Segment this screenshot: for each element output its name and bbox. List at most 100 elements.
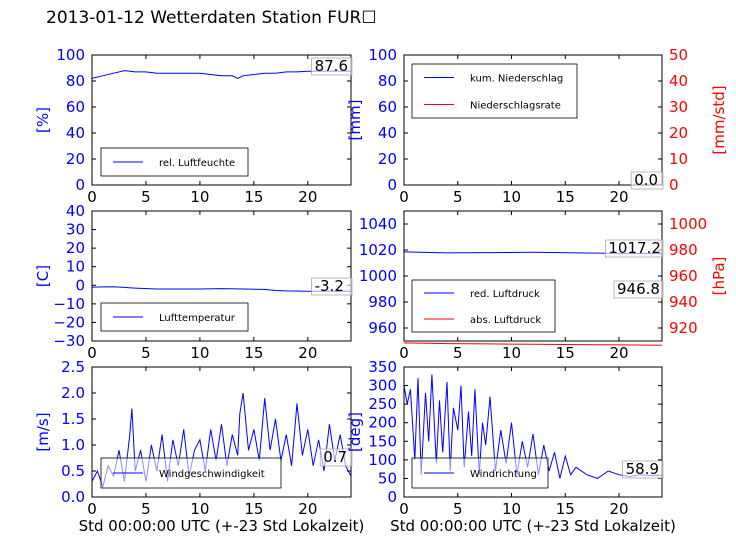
y-tick-label-3-3: 1020 <box>359 241 397 259</box>
x-tick-label-1-2: 10 <box>502 188 521 206</box>
y-axis-label-0: [%] <box>34 107 52 133</box>
y-tick-label-5-7: 350 <box>368 358 397 376</box>
y2-axis-label-3: [hPa] <box>710 257 728 296</box>
y-tick-label-5-3: 150 <box>368 432 397 450</box>
y2-tick-label-1-1: 10 <box>669 150 688 168</box>
y2-tick-label-3-3: 980 <box>669 241 698 259</box>
y-axis-label-1: [mm] <box>346 100 364 141</box>
x-tick-label-0-2: 10 <box>190 188 209 206</box>
y-axis-label-5: [deg] <box>346 412 364 452</box>
y-tick-label-5-4: 200 <box>368 414 397 432</box>
y-tick-label-5-5: 250 <box>368 395 397 413</box>
x-tick-label-0-0: 0 <box>87 188 97 206</box>
y-tick-label-1-5: 100 <box>368 46 397 64</box>
y-tick-label-4-2: 1.0 <box>61 436 85 454</box>
y-tick-label-1-4: 80 <box>378 72 397 90</box>
y-tick-label-2-5: 20 <box>66 239 85 257</box>
x-tick-label-5-4: 20 <box>609 500 628 518</box>
y2-tick-label-1-3: 30 <box>669 98 688 116</box>
y2-tick-label-3-0: 920 <box>669 319 698 337</box>
y2-tick-label-3-2: 960 <box>669 267 698 285</box>
x-tick-label-2-2: 10 <box>190 344 209 362</box>
y-tick-label-2-1: −20 <box>53 313 85 331</box>
x-tick-label-3-3: 15 <box>556 344 575 362</box>
y2-tick-label-1-4: 40 <box>669 72 688 90</box>
series-line-4-0 <box>91 392 352 489</box>
precipitation-panel: 0 5 10 15 20 0 20 40 60 80 100 0 10 20 30 40 50 [mm] [mm/s… <box>346 46 728 206</box>
legend-entry-2-0: Lufttemperatur <box>159 313 236 324</box>
y-tick-label-1-3: 60 <box>378 98 397 116</box>
x-tick-label-1-0: 0 <box>399 188 409 206</box>
y2-tick-label-3-1: 940 <box>669 293 698 311</box>
x-tick-label-0-1: 5 <box>141 188 151 206</box>
y-tick-label-0-4: 80 <box>66 72 85 90</box>
x-tick-label-5-1: 5 <box>453 500 463 518</box>
x-tick-label-2-1: 5 <box>141 344 151 362</box>
y-tick-label-2-3: 0 <box>75 276 85 294</box>
y-tick-label-5-0: 0 <box>387 488 397 506</box>
y-tick-label-3-2: 1000 <box>359 267 397 285</box>
x-tick-label-3-0: 0 <box>399 344 409 362</box>
y-tick-label-5-6: 300 <box>368 377 397 395</box>
y-tick-label-3-0: 960 <box>368 319 397 337</box>
last-value-label2-3-box <box>613 280 664 299</box>
last-value-label-4-box <box>319 448 353 467</box>
y-tick-label-2-4: 10 <box>66 258 85 276</box>
legend-entry-1-0: kum. Niederschlag <box>470 74 563 85</box>
y-tick-label-2-2: −10 <box>53 295 85 313</box>
y-axis-label-4: [m/s] <box>34 412 52 451</box>
humidity-panel: 0 5 10 15 20 0 20 40 60 80 100 [%] rel. Luftfeuchte 8… <box>34 46 353 206</box>
temperature-panel: 0 5 10 15 20−30−20−10010203040[C]Lufttempera… <box>34 202 353 362</box>
y-tick-label-4-3: 1.5 <box>61 410 85 428</box>
last-value-label-5: 58.9 <box>626 460 659 478</box>
y-tick-label-3-4: 1040 <box>359 215 397 233</box>
last-value-label-0: 87.6 <box>315 57 348 75</box>
y-tick-label-0-1: 20 <box>66 150 85 168</box>
x-axis-label-5: Std 00:00:00 UTC (+-23 Std Lokalzeit) <box>390 517 676 535</box>
legend-box-5 <box>411 457 549 489</box>
y-tick-label-4-1: 0.5 <box>61 462 85 480</box>
x-tick-label-5-0: 0 <box>399 500 409 518</box>
legend-box-1 <box>411 63 578 119</box>
series-line-5-0 <box>403 374 663 479</box>
y-tick-label-0-2: 40 <box>66 124 85 142</box>
y-tick-label-4-0: 0.0 <box>61 488 85 506</box>
y-tick-label-0-5: 100 <box>56 46 85 64</box>
x-axis-label-4: Std 00:00:00 UTC (+-23 Std Lokalzeit) <box>79 517 365 535</box>
y-tick-label-3-1: 980 <box>368 293 397 311</box>
y-tick-label-2-6: 30 <box>66 221 85 239</box>
y-tick-label-2-0: −30 <box>53 332 85 350</box>
legend-entry-0-0: rel. Luftfeuchte <box>159 158 235 169</box>
y-tick-label-0-0: 0 <box>75 176 85 194</box>
series-line-3-1 <box>403 342 663 346</box>
series-line-0-0 <box>91 70 351 79</box>
x-tick-label-5-2: 10 <box>502 500 521 518</box>
last-value-label-0-box <box>311 57 353 76</box>
x-tick-label-2-4: 20 <box>298 344 317 362</box>
x-tick-label-4-2: 10 <box>190 500 209 518</box>
legend-box-4 <box>100 457 282 489</box>
plot-frame-4 <box>91 366 352 498</box>
y2-tick-label-1-0: 0 <box>669 176 679 194</box>
last-value-label-3: 1017.2 <box>608 239 661 257</box>
x-tick-label-3-2: 10 <box>502 344 521 362</box>
legend-entry-3-1: abs. Luftdruck <box>470 315 541 326</box>
last-value-label-4: 0.7 <box>323 448 347 466</box>
x-tick-label-3-4: 20 <box>609 344 628 362</box>
x-tick-label-5-3: 15 <box>556 500 575 518</box>
last-value-label2-1: 0.0 <box>634 171 658 189</box>
y-tick-label-0-3: 60 <box>66 98 85 116</box>
legend-entry-1-1: Niederschlagsrate <box>470 101 561 112</box>
x-tick-label-4-3: 15 <box>244 500 263 518</box>
plot-frame-5 <box>403 366 663 498</box>
legend-entry-3-0: red. Luftdruck <box>470 289 540 300</box>
y-tick-label-1-2: 40 <box>378 124 397 142</box>
page-title: 2013-01-12 Wetterdaten Station FUR☐ <box>46 8 377 28</box>
last-value-label-5-box <box>622 460 664 479</box>
y-tick-label-2-7: 40 <box>66 202 85 220</box>
y-tick-label-4-4: 2.0 <box>61 384 85 402</box>
x-tick-label-1-3: 15 <box>556 188 575 206</box>
x-tick-label-2-0: 0 <box>87 344 97 362</box>
legend-entry-5-0: Windrichtung <box>470 469 537 480</box>
